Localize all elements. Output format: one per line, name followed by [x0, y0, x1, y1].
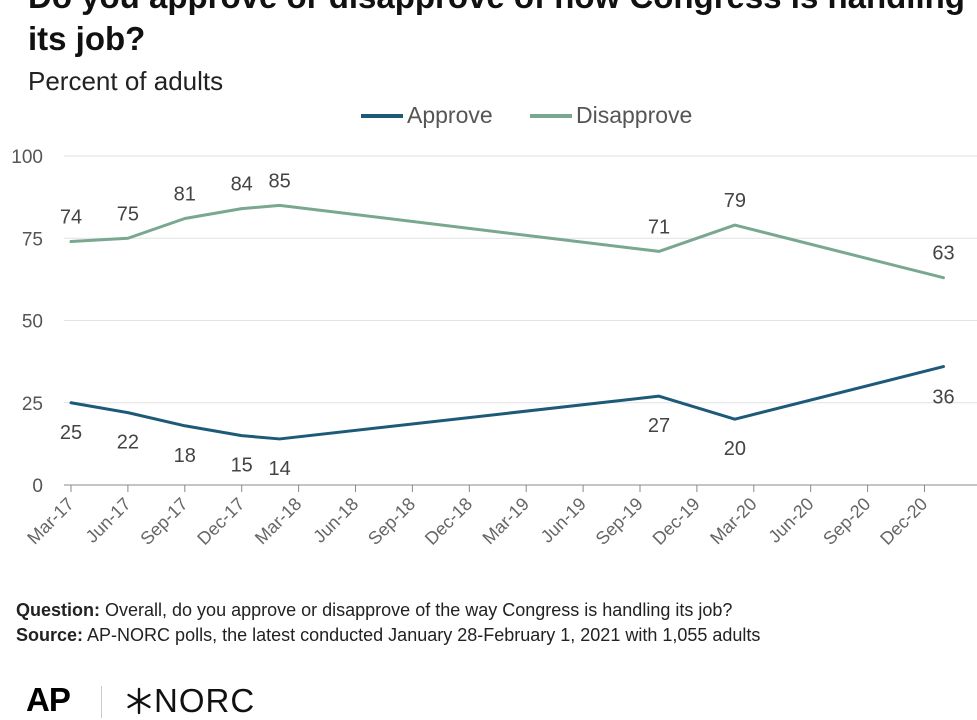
x-tick-label: Sep-20 — [819, 494, 874, 549]
data-label-approve: 25 — [60, 422, 82, 444]
data-label-disapprove: 85 — [269, 170, 291, 192]
norc-asterisk-icon — [127, 687, 151, 715]
data-label-disapprove: 79 — [724, 190, 746, 212]
data-label-disapprove: 81 — [174, 184, 196, 206]
x-tick-label: Mar-17 — [23, 494, 77, 548]
x-tick-label: Jun-18 — [309, 494, 362, 547]
ap-logo: AP — [26, 681, 71, 718]
legend-swatch-approve — [361, 113, 403, 118]
x-tick-label: Jun-20 — [764, 494, 817, 547]
y-tick-label: 75 — [22, 229, 43, 250]
legend-label-approve: Approve — [407, 102, 493, 128]
x-tick-label: Dec-18 — [421, 494, 476, 549]
data-label-disapprove: 63 — [932, 243, 954, 265]
x-tick-label: Sep-18 — [364, 494, 419, 549]
source-text: AP-NORC polls, the latest conducted Janu… — [87, 625, 761, 645]
logo-divider — [101, 686, 102, 718]
footer-source: Source: AP-NORC polls, the latest conduc… — [16, 625, 760, 646]
data-label-approve: 18 — [174, 445, 196, 467]
data-label-approve: 14 — [269, 458, 291, 480]
y-tick-label: 100 — [11, 147, 43, 168]
data-label-approve: 15 — [231, 455, 253, 477]
x-tick-label: Sep-17 — [136, 494, 191, 549]
question-label: Question: — [16, 600, 100, 620]
data-label-approve: 27 — [648, 415, 670, 437]
x-tick-label: Dec-17 — [193, 494, 248, 549]
data-label-approve: 36 — [932, 387, 954, 409]
data-label-disapprove: 75 — [117, 203, 139, 225]
y-tick-label: 0 — [32, 476, 43, 497]
norc-logo: NORC — [124, 682, 255, 720]
x-tick-label: Dec-20 — [876, 494, 931, 549]
x-tick-label: Jun-17 — [82, 494, 135, 547]
chart-title: Do you approve or disapprove of how Cong… — [28, 0, 965, 57]
chart-legend: Approve Disapprove — [0, 102, 977, 136]
source-label: Source: — [16, 625, 84, 645]
x-tick-label: Dec-19 — [649, 494, 704, 549]
x-tick-label: Mar-19 — [479, 494, 533, 548]
legend-swatch-disapprove — [530, 113, 572, 118]
series-line-disapprove — [69, 203, 945, 280]
line-chart: 0 25 50 75 100 Mar-17 Jun-17 Sep-17 Dec-17 Mar-18… — [11, 147, 977, 549]
norc-logo-text: NORC — [154, 682, 256, 719]
question-text: Overall, do you approve or disapprove of… — [105, 600, 733, 620]
data-label-approve: 22 — [117, 432, 139, 454]
x-tick-label: Mar-20 — [706, 494, 760, 548]
data-label-disapprove: 71 — [648, 216, 670, 238]
legend-item-disapprove: Disapprove — [530, 102, 692, 129]
y-tick-label: 50 — [22, 312, 43, 333]
x-tick-label: Sep-19 — [592, 494, 647, 549]
footer-question: Question: Overall, do you approve or dis… — [16, 600, 732, 621]
x-tick-label: Jun-19 — [537, 494, 590, 547]
legend-label-disapprove: Disapprove — [576, 102, 693, 128]
data-label-approve: 20 — [724, 438, 746, 460]
y-tick-label: 25 — [22, 394, 43, 415]
chart-subtitle: Percent of adults — [28, 66, 224, 96]
series-line-approve — [69, 365, 945, 441]
data-label-disapprove: 84 — [231, 174, 253, 196]
data-label-disapprove: 74 — [60, 207, 82, 229]
legend-item-approve: Approve — [361, 102, 493, 129]
x-tick-label: Mar-18 — [251, 494, 305, 548]
